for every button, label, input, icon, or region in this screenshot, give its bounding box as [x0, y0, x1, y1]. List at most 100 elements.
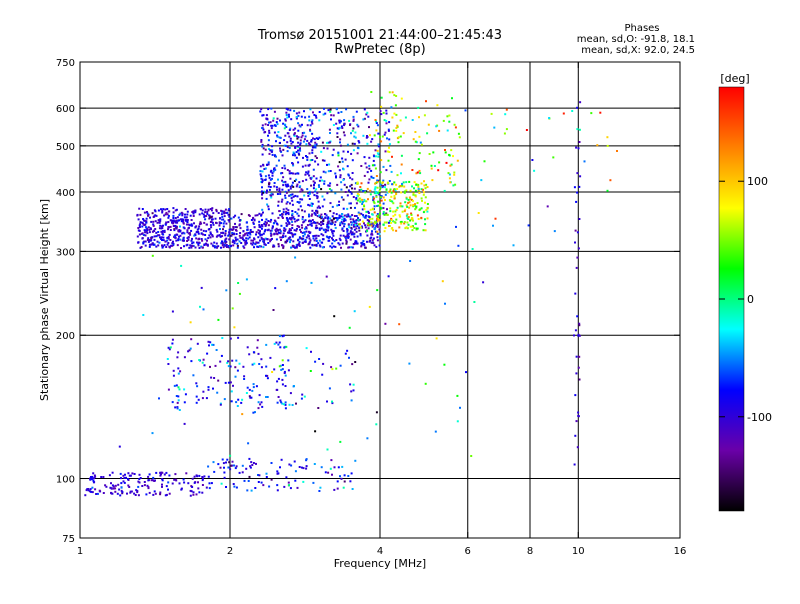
data-point [291, 227, 294, 229]
data-point [380, 105, 383, 108]
data-point [305, 143, 308, 146]
data-point [293, 132, 296, 135]
data-point [250, 489, 253, 492]
data-point [349, 231, 352, 234]
data-point [414, 131, 417, 133]
data-point [139, 223, 142, 226]
data-point [232, 216, 235, 219]
data-point [166, 243, 169, 246]
data-point [211, 221, 214, 224]
data-point [305, 465, 308, 468]
data-point [504, 113, 507, 116]
data-point [302, 156, 304, 159]
data-point [200, 232, 203, 235]
data-point [278, 228, 281, 231]
data-point [281, 378, 284, 381]
data-point [296, 486, 299, 489]
data-point [174, 221, 177, 224]
data-point [346, 143, 349, 146]
data-point [352, 127, 355, 130]
data-point [349, 218, 352, 221]
data-point [444, 151, 447, 154]
data-point [137, 494, 140, 497]
data-point [296, 219, 298, 222]
data-point [448, 114, 451, 117]
data-point [191, 242, 194, 245]
data-point [353, 215, 356, 217]
data-point [240, 213, 243, 216]
data-point [411, 119, 414, 121]
data-point [252, 462, 255, 464]
data-point [233, 326, 236, 329]
data-point [313, 239, 316, 242]
data-point [138, 224, 141, 227]
data-point [339, 364, 342, 367]
data-point [288, 463, 291, 466]
data-point [326, 400, 328, 403]
data-point [340, 111, 343, 113]
data-point [320, 213, 323, 216]
data-point [178, 409, 181, 411]
data-point [231, 231, 234, 234]
data-point [260, 227, 263, 230]
data-point [383, 230, 386, 233]
data-point [373, 205, 376, 208]
data-point [398, 226, 401, 229]
data-point [257, 474, 259, 476]
data-point [407, 198, 410, 201]
data-point [395, 127, 398, 129]
data-point [352, 196, 355, 198]
data-point [138, 233, 141, 236]
data-point [197, 481, 199, 484]
data-point [299, 228, 302, 231]
data-point [267, 224, 270, 227]
data-point [371, 239, 374, 242]
data-point [142, 219, 145, 222]
data-point [353, 223, 356, 226]
data-point [279, 119, 281, 122]
data-point [288, 231, 291, 234]
data-point [372, 242, 375, 244]
data-point [228, 461, 231, 464]
data-point [311, 151, 314, 154]
data-point [310, 120, 313, 123]
x-tick-label: 16 [674, 546, 687, 557]
data-point [281, 335, 284, 338]
data-point [322, 113, 325, 116]
data-point [377, 143, 380, 146]
data-point [270, 234, 273, 237]
data-point [173, 228, 176, 231]
data-point [471, 248, 474, 250]
data-point [195, 237, 198, 240]
data-point [178, 482, 181, 485]
data-point [574, 229, 577, 232]
data-point [260, 401, 263, 404]
x-tick-label: 1 [77, 546, 83, 557]
data-point [119, 472, 122, 475]
data-point [331, 222, 333, 225]
data-point [303, 210, 306, 213]
data-point [330, 189, 333, 192]
data-point [226, 211, 229, 214]
data-point [285, 207, 288, 210]
data-point [298, 225, 301, 228]
data-point [176, 407, 179, 410]
data-point [298, 153, 301, 156]
data-point [284, 180, 287, 183]
data-point [382, 202, 385, 205]
data-point [407, 223, 410, 226]
data-point [411, 229, 414, 232]
data-point [147, 479, 150, 482]
data-point [100, 476, 103, 478]
data-point [576, 172, 579, 175]
data-point [414, 203, 416, 206]
data-point [414, 208, 417, 211]
data-point [341, 157, 344, 160]
data-point [308, 204, 311, 207]
data-point [284, 407, 287, 410]
data-point [314, 360, 317, 363]
data-point [310, 222, 313, 225]
data-point [318, 179, 321, 182]
data-point [342, 198, 345, 201]
data-point [343, 183, 346, 186]
